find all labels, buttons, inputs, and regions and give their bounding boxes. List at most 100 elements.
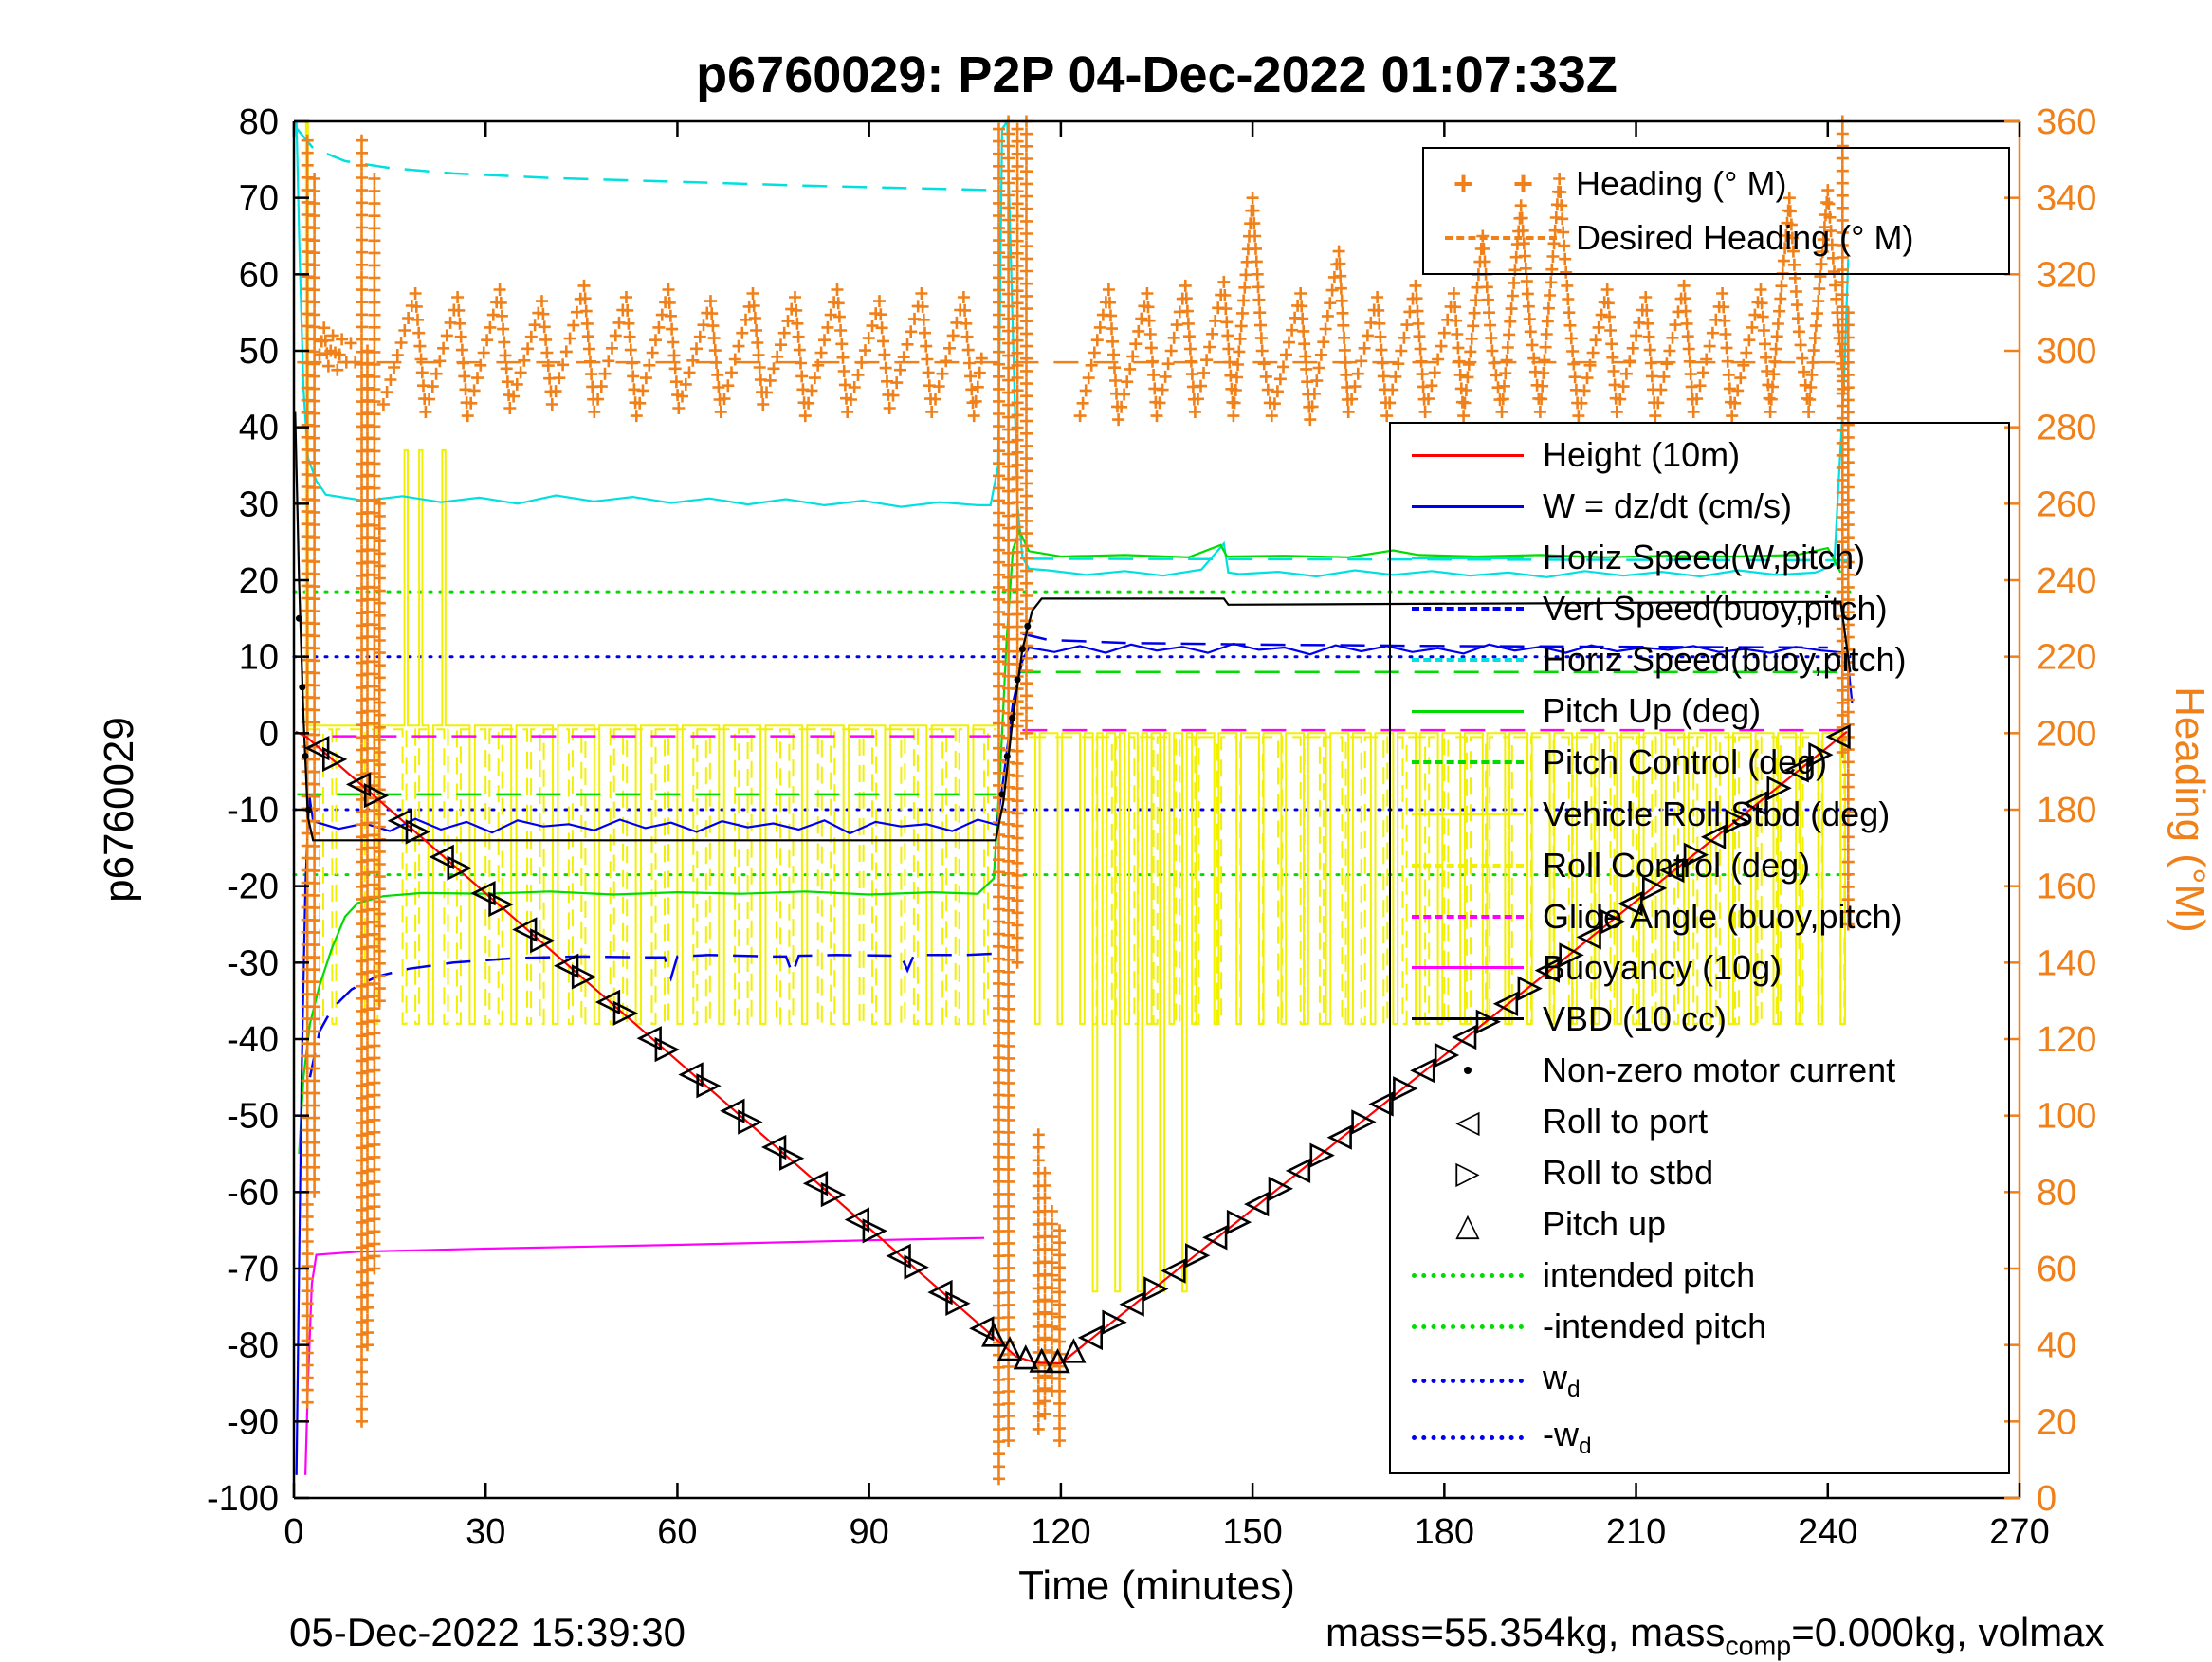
y-left-tick-label: 70 bbox=[239, 179, 279, 219]
x-tick-label: 210 bbox=[1606, 1512, 1666, 1552]
legend-sample-solid-icon bbox=[1412, 539, 1524, 576]
motor-current-dot bbox=[1018, 646, 1026, 653]
motor-current-dot bbox=[295, 614, 302, 622]
legend-item-height-10m: Height (10m) bbox=[1391, 435, 2008, 475]
x-tick-label: 240 bbox=[1798, 1512, 1857, 1552]
legend-item-pitch-up: △ Pitch up bbox=[1391, 1204, 2008, 1244]
legend-item-roll-control-deg: Roll Control (deg) bbox=[1391, 846, 2008, 886]
legend-item-vbd-10-cc: VBD (10 cc) bbox=[1391, 999, 2008, 1039]
legend-item-pitch-up-deg: Pitch Up (deg) bbox=[1391, 691, 2008, 731]
tri-right-marker bbox=[1517, 976, 1543, 1001]
legend-label: -wd bbox=[1543, 1415, 1592, 1460]
y-right-tick-label: 360 bbox=[2037, 102, 2096, 142]
tri-up-marker bbox=[996, 1335, 1023, 1361]
tri-right-marker bbox=[530, 928, 556, 954]
x-tick-label: 270 bbox=[1989, 1512, 2049, 1552]
legend-item-w-dz-dt-cm-s: W = dz/dt (cm/s) bbox=[1391, 486, 2008, 526]
y-right-tick-label: 80 bbox=[2037, 1173, 2076, 1213]
tri-left-marker bbox=[1410, 1058, 1435, 1084]
legend-sample-dot-icon bbox=[1412, 1051, 1524, 1089]
buoyancy-line bbox=[304, 1236, 985, 1475]
y-left-tick-label: -90 bbox=[227, 1402, 279, 1442]
legend-sample-dashed-icon bbox=[1412, 898, 1524, 936]
legend-item-heading-m: + + Heading (° M) bbox=[1424, 164, 2008, 204]
legend-sample-dashed-icon bbox=[1445, 219, 1557, 257]
tri-right-marker bbox=[447, 855, 472, 881]
legend-item-vert-speed-buoy-pitch: Vert Speed(buoy,pitch) bbox=[1391, 589, 2008, 629]
x-tick-label: 120 bbox=[1031, 1512, 1090, 1552]
legend-item-non-zero-motor-current: Non-zero motor current bbox=[1391, 1050, 2008, 1090]
tri-left-marker bbox=[470, 880, 496, 906]
y-right-tick-label: 60 bbox=[2037, 1250, 2076, 1289]
tri-left-marker bbox=[844, 1207, 870, 1233]
legend-item-horiz-speed-w-pitch: Horiz Speed(W,pitch) bbox=[1391, 538, 2008, 577]
legend-item-intended-pitch: intended pitch bbox=[1391, 1255, 2008, 1295]
motor-current-dot bbox=[299, 684, 306, 691]
y-left-tick-label: -80 bbox=[227, 1326, 279, 1366]
legend-sample-dotted-icon bbox=[1412, 1361, 1524, 1399]
vehicle-roll-line bbox=[304, 120, 997, 1025]
legend-item-roll-to-port: ◁ Roll to port bbox=[1391, 1102, 2008, 1141]
tri-right-marker bbox=[405, 819, 431, 845]
legend-sample-solid-icon bbox=[1412, 487, 1524, 525]
legend-label: Heading (° M) bbox=[1576, 163, 1787, 203]
tri-right-marker bbox=[654, 1036, 680, 1063]
legend-sample-dashed-icon bbox=[1412, 847, 1524, 885]
tri-left-marker bbox=[1326, 1124, 1352, 1150]
tri-left-marker bbox=[429, 844, 454, 870]
legend-label: Height (10m) bbox=[1543, 435, 1741, 475]
tri-right-marker bbox=[488, 891, 514, 918]
mass-text-sub: comp bbox=[1725, 1631, 1792, 1662]
tri-right-marker bbox=[1434, 1042, 1460, 1068]
y-left-tick-label: -100 bbox=[207, 1479, 279, 1519]
legend-label: Horiz Speed(W,pitch) bbox=[1543, 538, 1866, 577]
tri-right-marker bbox=[1725, 809, 1750, 834]
y-right-tick-label: 0 bbox=[2037, 1479, 2057, 1519]
y-left-tick-label: 30 bbox=[239, 484, 279, 524]
y-left-tick-label: -50 bbox=[227, 1097, 279, 1137]
y-right-tick-label: 220 bbox=[2037, 638, 2096, 678]
mass-text: mass=55.354kg, masscomp=0.000kg, volmax bbox=[1325, 1610, 2105, 1662]
y-axis-label-right: Heading (°M) bbox=[2166, 686, 2212, 933]
legend-label: Buoyancy (10g) bbox=[1543, 947, 1782, 987]
legend-sample-dotted-icon bbox=[1412, 1307, 1524, 1345]
legend-label: Horiz Speed(buoy,pitch) bbox=[1543, 640, 1907, 680]
tri-right-marker bbox=[904, 1254, 929, 1280]
legend-sample-dashed-icon bbox=[1412, 590, 1524, 628]
legend-sample-dashed-icon bbox=[1412, 743, 1524, 781]
legend-sample-dashed-icon bbox=[1412, 641, 1524, 679]
motor-current-dot bbox=[1009, 714, 1016, 721]
y-left-tick-label: 50 bbox=[239, 332, 279, 372]
tri-right-marker bbox=[820, 1181, 847, 1208]
tri-right-marker bbox=[571, 964, 597, 990]
y-right-tick-label: 340 bbox=[2037, 179, 2096, 219]
legend-item-glide-angle-buoy-pitch: Glide Angle (buoy,pitch) bbox=[1391, 897, 2008, 937]
legend-sample-dotted-icon bbox=[1412, 1419, 1524, 1457]
legend-sample-solid-icon bbox=[1412, 692, 1524, 730]
y-left-tick-label: -10 bbox=[227, 791, 279, 831]
motor-current-dot bbox=[1003, 753, 1011, 759]
legend-item-buoyancy-10g: Buoyancy (10g) bbox=[1391, 948, 2008, 988]
tri-right-marker bbox=[1102, 1309, 1127, 1335]
tri-left-marker bbox=[345, 772, 372, 797]
tri-left-marker bbox=[1825, 724, 1851, 750]
tri-up-marker bbox=[981, 1322, 1007, 1347]
y-right-tick-label: 280 bbox=[2037, 409, 2096, 448]
chart-title: p6760029: P2P 04-Dec-2022 01:07:33Z bbox=[696, 46, 1618, 103]
vehicle-roll-line bbox=[1029, 732, 1847, 1293]
legend-sample-solid-icon bbox=[1412, 949, 1524, 987]
y-right-tick-label: 40 bbox=[2037, 1326, 2076, 1366]
y-left-tick-label: 80 bbox=[239, 102, 279, 142]
vert-speed-buoy-line bbox=[1022, 632, 1828, 649]
tri-left-marker bbox=[594, 989, 621, 1015]
motor-current-dot bbox=[1024, 622, 1032, 630]
y-right-tick-label: 100 bbox=[2037, 1097, 2096, 1137]
legend-sample-solid-icon bbox=[1412, 795, 1524, 833]
y-axis-label-left: p6760029 bbox=[96, 717, 142, 903]
tri-right-marker bbox=[778, 1145, 805, 1171]
horiz-speed-buoy-line bbox=[296, 128, 997, 192]
vert-speed-buoy-line bbox=[308, 952, 997, 1078]
legend-main: Height (10m) W = dz/dt (cm/s) Horiz Speed(… bbox=[1389, 422, 2010, 1474]
